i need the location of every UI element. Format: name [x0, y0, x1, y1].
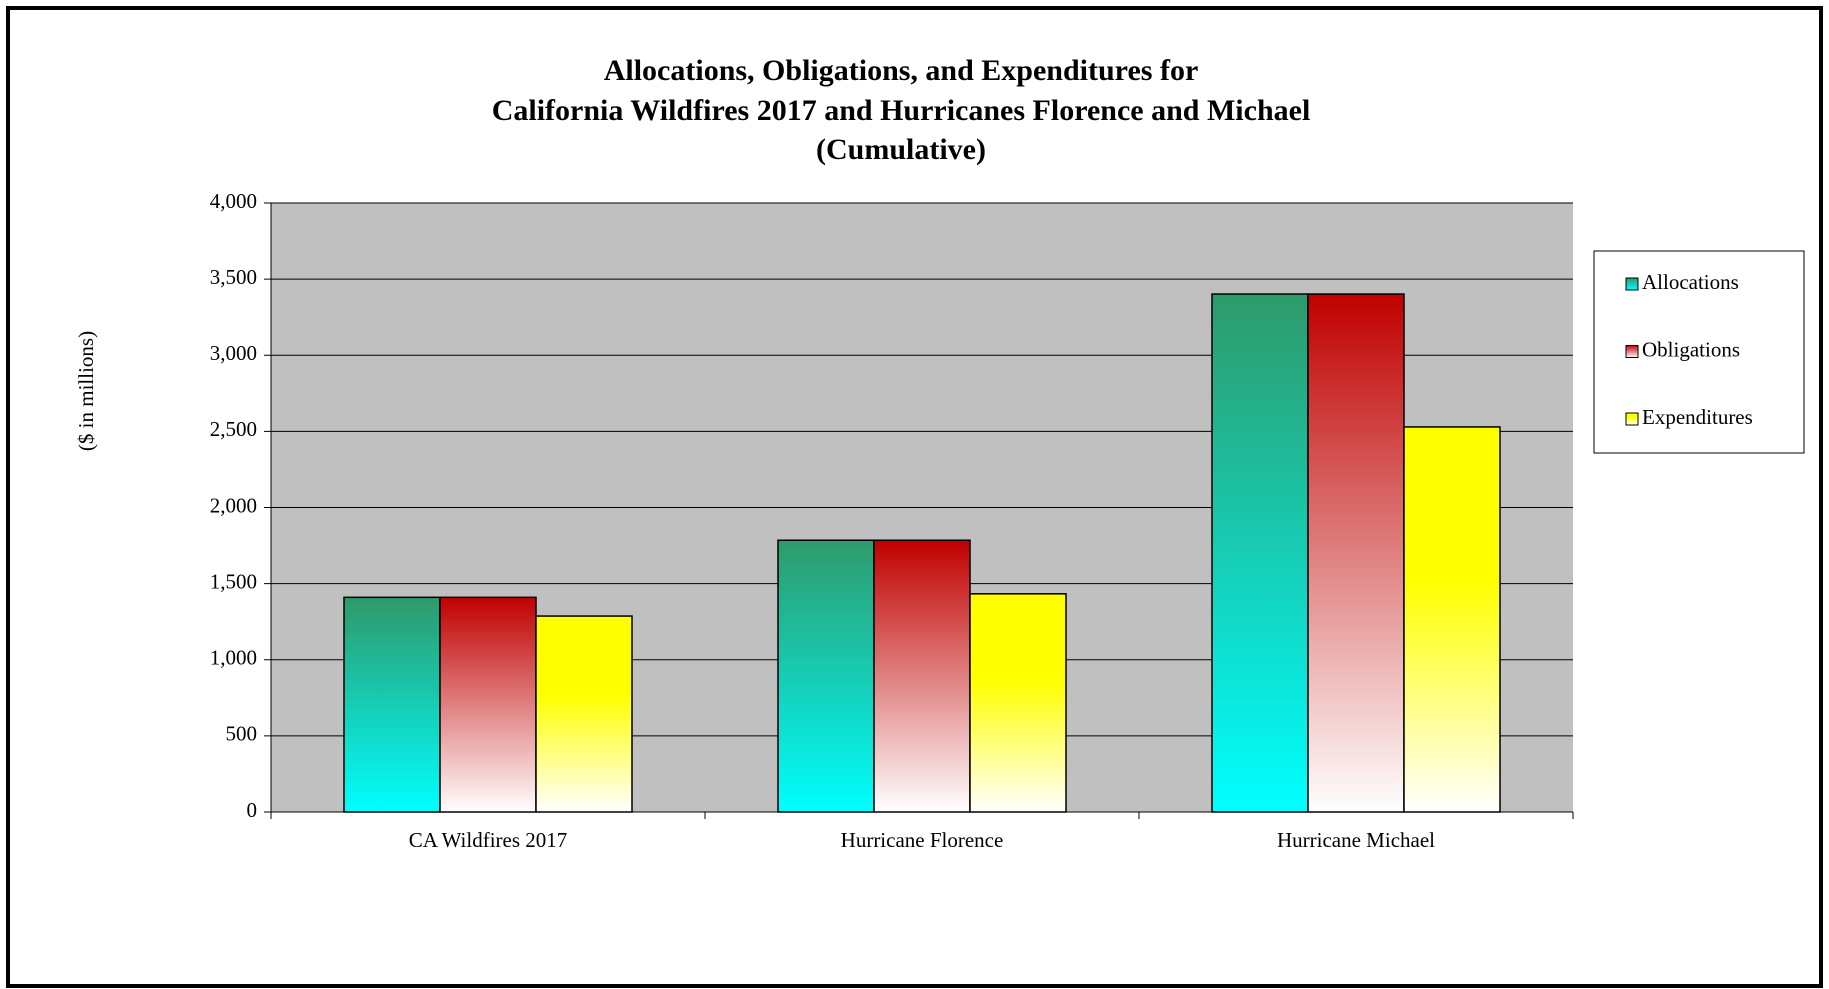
bar — [969, 593, 1067, 813]
y-tick-label: 0 — [247, 798, 258, 822]
y-tick-label: 500 — [226, 722, 258, 746]
bar — [343, 596, 441, 813]
bar — [873, 539, 971, 813]
y-tick-label: 1,500 — [210, 569, 257, 593]
y-tick-label: 2,500 — [210, 417, 257, 441]
legend-label: Allocations — [1642, 270, 1739, 294]
bar — [1211, 293, 1309, 813]
y-tick-label: 3,500 — [210, 265, 257, 289]
y-tick-label: 4,000 — [210, 189, 257, 213]
bar — [439, 596, 537, 813]
y-tick-label: 3,000 — [210, 341, 257, 365]
bar — [777, 539, 875, 813]
legend-swatch — [1625, 412, 1639, 426]
chart-title: Allocations, Obligations, and Expenditur… — [604, 54, 1199, 87]
bar — [1403, 426, 1501, 813]
y-tick-label: 2,000 — [210, 493, 257, 517]
bar — [1307, 293, 1405, 813]
legend-swatch — [1625, 345, 1639, 358]
x-tick-label: Hurricane Florence — [841, 828, 1004, 852]
y-axis-label: ($ in millions) — [74, 331, 98, 451]
x-tick-label: Hurricane Michael — [1277, 828, 1435, 852]
legend-label: Obligations — [1642, 337, 1740, 361]
chart-title: (Cumulative) — [816, 133, 986, 166]
chart-title: California Wildfires 2017 and Hurricanes… — [492, 94, 1311, 127]
legend-swatch — [1625, 277, 1639, 291]
legend-label: Expenditures — [1642, 405, 1753, 429]
bar — [535, 615, 633, 813]
x-tick-label: CA Wildfires 2017 — [409, 828, 568, 852]
y-tick-label: 1,000 — [210, 646, 257, 670]
